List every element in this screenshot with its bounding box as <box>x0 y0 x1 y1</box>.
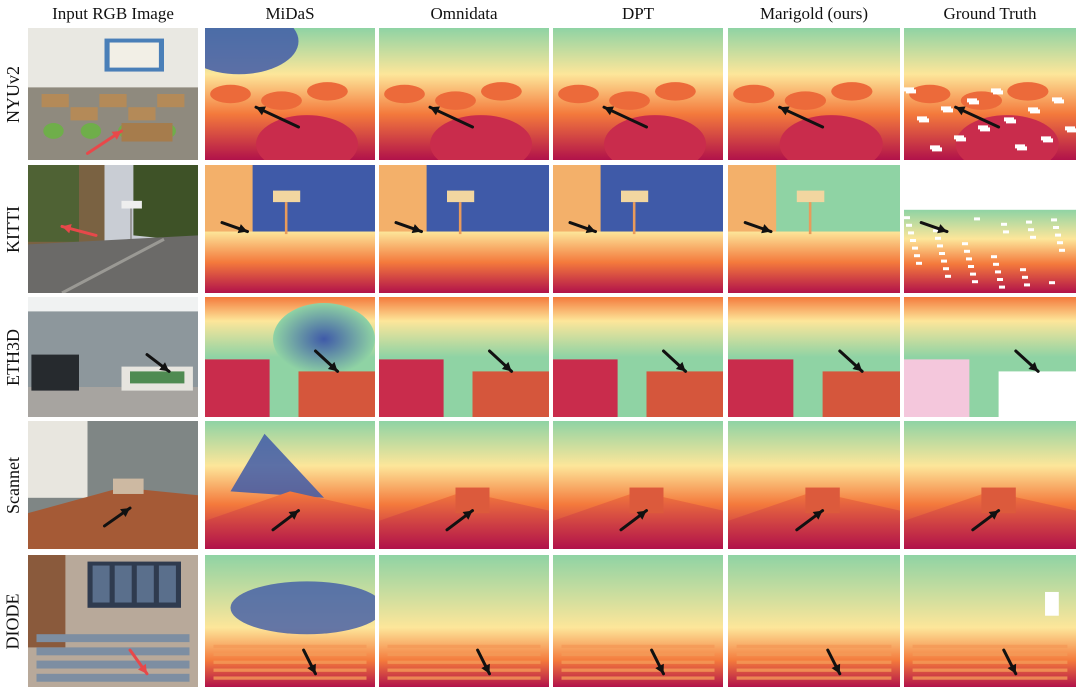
column-header-omnidata: Omnidata <box>430 4 498 23</box>
nyuv2-midas-image <box>205 28 375 160</box>
depth-arrow <box>919 221 949 234</box>
depth-arrow <box>254 105 300 129</box>
depth-arrow <box>568 221 597 234</box>
depth-arrow <box>743 221 773 234</box>
depth-arrow <box>314 349 340 373</box>
diode-marigold-image <box>728 555 900 687</box>
input-arrow <box>60 224 98 237</box>
column-header-input: Input RGB Image <box>52 4 174 23</box>
diode-midas-image <box>205 555 375 687</box>
row-label-scannet: Scannet <box>2 456 23 514</box>
nyuv2-marigold-image <box>728 28 900 160</box>
eth3d-input-image <box>28 297 198 417</box>
depth-arrow <box>1002 648 1018 676</box>
scannet-gt-image <box>904 421 1076 549</box>
eth3d-omnidata-image <box>379 297 549 417</box>
column-header-marigold: Marigold (ours) <box>759 4 869 23</box>
depth-arrow <box>778 105 825 129</box>
diode-dpt-image <box>553 555 723 687</box>
depth-arrow <box>971 509 1001 532</box>
nyuv2-gt-image <box>904 28 1076 160</box>
depth-arrow <box>619 509 648 532</box>
kitti-marigold-image <box>728 165 900 293</box>
input-arrow <box>145 353 171 373</box>
depth-arrow <box>795 509 825 532</box>
eth3d-gt-image <box>904 297 1076 417</box>
scannet-omnidata-image <box>379 421 549 549</box>
depth-arrow <box>488 349 514 373</box>
nyuv2-input-image <box>28 28 198 160</box>
eth3d-midas-image <box>205 297 375 417</box>
scannet-input-image <box>28 421 198 549</box>
input-arrow <box>103 506 132 528</box>
depth-arrow <box>838 349 864 373</box>
column-header-midas: MiDaS <box>265 4 315 23</box>
depth-arrow <box>602 105 648 129</box>
diode-omnidata-image <box>379 555 549 687</box>
depth-arrow <box>302 648 317 676</box>
diode-gt-image <box>904 555 1076 687</box>
row-label-diode: DIODE <box>2 593 23 649</box>
eth3d-dpt-image <box>553 297 723 417</box>
row-label-nyuv2: NYUv2 <box>2 65 23 123</box>
kitti-input-image <box>28 165 198 293</box>
input-arrow <box>86 129 123 155</box>
depth-arrow <box>220 221 249 234</box>
scannet-midas-image <box>205 421 375 549</box>
eth3d-marigold-image <box>728 297 900 417</box>
nyuv2-omnidata-image <box>379 28 549 160</box>
kitti-dpt-image <box>553 165 723 293</box>
depth-arrow <box>445 509 474 532</box>
kitti-omnidata-image <box>379 165 549 293</box>
nyuv2-dpt-image <box>553 28 723 160</box>
diode-input-image <box>28 555 198 687</box>
depth-arrow <box>476 648 491 676</box>
column-header-dpt: DPT <box>621 4 655 23</box>
depth-arrow <box>271 509 300 532</box>
depth-arrow <box>394 221 423 234</box>
depth-arrow <box>650 648 665 676</box>
column-header-ground-truth: Ground Truth <box>943 4 1037 23</box>
depth-arrow <box>954 105 1001 129</box>
scannet-marigold-image <box>728 421 900 549</box>
row-label-eth3d: ETH3D <box>2 328 23 386</box>
kitti-midas-image <box>205 165 375 293</box>
depth-arrow <box>428 105 474 129</box>
depth-arrow <box>1014 349 1040 373</box>
depth-arrow <box>826 648 842 676</box>
depth-arrow <box>662 349 688 373</box>
row-label-kitti: KITTI <box>2 205 23 253</box>
input-arrow <box>128 648 149 676</box>
scannet-dpt-image <box>553 421 723 549</box>
kitti-gt-image <box>904 165 1076 293</box>
